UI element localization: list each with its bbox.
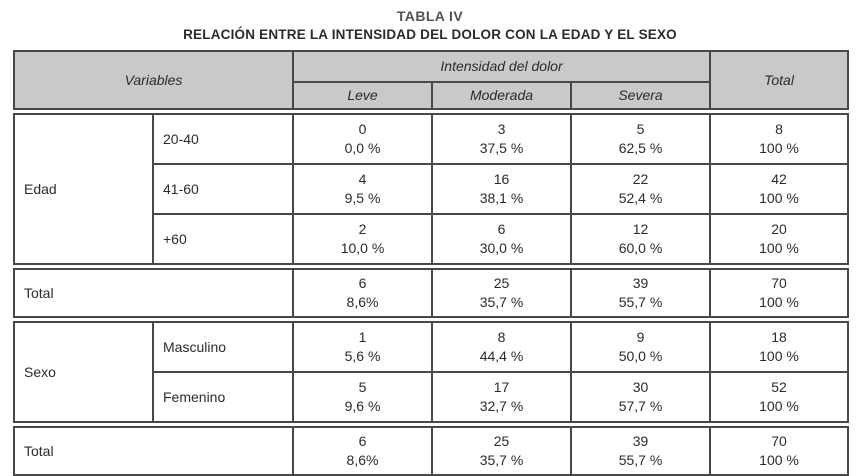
- row-label-60plus: +60: [152, 212, 294, 265]
- section-edad: Edad 20-40 0 0,0 % 3 37,5 % 5 62,5 % 8 100 %…: [13, 112, 849, 265]
- section-sexo: Sexo Masculino 1 5,6 % 8 44,4 % 9 50,0 % 18…: [13, 320, 849, 423]
- cell-sexo-femenino-total: 52 100 %: [709, 370, 849, 423]
- cell-edad-60plus-total: 20 100 %: [709, 212, 849, 265]
- cell-edad-60plus-leve: 2 10,0 %: [292, 212, 433, 265]
- cell-sexo-masculino-leve: 1 5,6 %: [292, 320, 433, 373]
- cell-edad-41-60-moderada: 16 38,1 %: [431, 162, 572, 215]
- table-row: Sexo Masculino 1 5,6 % 8 44,4 % 9 50,0 % 18…: [13, 320, 849, 423]
- table-row: 41-60 4 9,5 % 16 38,1 % 22 52,4 % 42 100 %: [14, 162, 849, 215]
- cell-edad-20-40-moderada: 3 37,5 %: [431, 112, 572, 165]
- cell-edad-60plus-moderada: 6 30,0 %: [431, 212, 572, 265]
- cell-edad-41-60-total: 42 100 %: [709, 162, 849, 215]
- cell-total1-moderada: 25 35,7 %: [431, 267, 573, 318]
- header-severa: Severa: [570, 80, 712, 110]
- cell-total2-total: 70 100 %: [709, 425, 850, 476]
- cell-edad-60plus-severa: 12 60,0 %: [570, 212, 711, 265]
- header-leve: Leve: [292, 80, 434, 110]
- table-header: Variables Intensidad del dolor Total Lev…: [12, 49, 850, 110]
- cell-sexo-femenino-severa: 30 57,7 %: [570, 370, 711, 423]
- cell-sexo-femenino-leve: 5 9,6 %: [292, 370, 433, 423]
- cell-total2-severa: 39 55,7 %: [570, 425, 712, 476]
- table-number-title: TABLA IV: [396, 8, 464, 24]
- table-row: Total 6 8,6% 25 35,7 % 39 55,7 % 70 100 %: [12, 425, 850, 476]
- cell-total1-severa: 39 55,7 %: [570, 267, 712, 318]
- cell-edad-41-60-leve: 4 9,5 %: [292, 162, 433, 215]
- cell-sexo-masculino-total: 18 100 %: [709, 320, 849, 373]
- table-row: Edad 20-40 0 0,0 % 3 37,5 % 5 62,5 % 8 100 %: [13, 112, 849, 265]
- cell-total1-leve: 6 8,6%: [292, 267, 434, 318]
- table-titles: TABLA IV RELACIÓN ENTRE LA INTENSIDAD DE…: [0, 0, 860, 42]
- cell-total2-moderada: 25 35,7 %: [431, 425, 573, 476]
- header-moderada: Moderada: [431, 80, 573, 110]
- cell-edad-20-40-leve: 0 0,0 %: [292, 112, 433, 165]
- table-row: Femenino 5 9,6 % 17 32,7 % 30 57,7 % 52 100 …: [14, 370, 849, 423]
- row-label-femenino: Femenino: [152, 370, 294, 423]
- table-subtitle: RELACIÓN ENTRE LA INTENSIDAD DEL DOLOR C…: [183, 27, 677, 42]
- header-total: Total: [709, 49, 850, 110]
- section-total-sexo: Total 6 8,6% 25 35,7 % 39 55,7 % 70 100 %: [12, 425, 850, 476]
- table-row: Total 6 8,6% 25 35,7 % 39 55,7 % 70 100 %: [12, 267, 850, 318]
- total2-label: Total: [12, 425, 295, 476]
- total1-label: Total: [12, 267, 295, 318]
- cell-sexo-masculino-severa: 9 50,0 %: [570, 320, 711, 373]
- cell-total2-leve: 6 8,6%: [292, 425, 434, 476]
- group-label-sexo: Sexo: [13, 320, 154, 423]
- row-label-41-60: 41-60: [152, 162, 294, 215]
- cell-edad-20-40-severa: 5 62,5 %: [570, 112, 711, 165]
- header-intensidad: Intensidad del dolor: [292, 49, 712, 83]
- cell-sexo-femenino-moderada: 17 32,7 %: [431, 370, 572, 423]
- cell-edad-41-60-severa: 22 52,4 %: [570, 162, 711, 215]
- row-label-20-40: 20-40: [152, 112, 294, 165]
- data-table: Variables Intensidad del dolor Total Lev…: [12, 49, 850, 476]
- table-row: +60 2 10,0 % 6 30,0 % 12 60,0 % 20 100 %: [14, 212, 849, 265]
- cell-total1-total: 70 100 %: [709, 267, 850, 318]
- cell-sexo-masculino-moderada: 8 44,4 %: [431, 320, 572, 373]
- group-label-edad: Edad: [13, 112, 154, 265]
- header-variables: Variables: [12, 49, 295, 110]
- cell-edad-20-40-total: 8 100 %: [709, 112, 849, 165]
- section-total-edad: Total 6 8,6% 25 35,7 % 39 55,7 % 70 100 %: [12, 267, 850, 318]
- row-label-masculino: Masculino: [152, 320, 294, 373]
